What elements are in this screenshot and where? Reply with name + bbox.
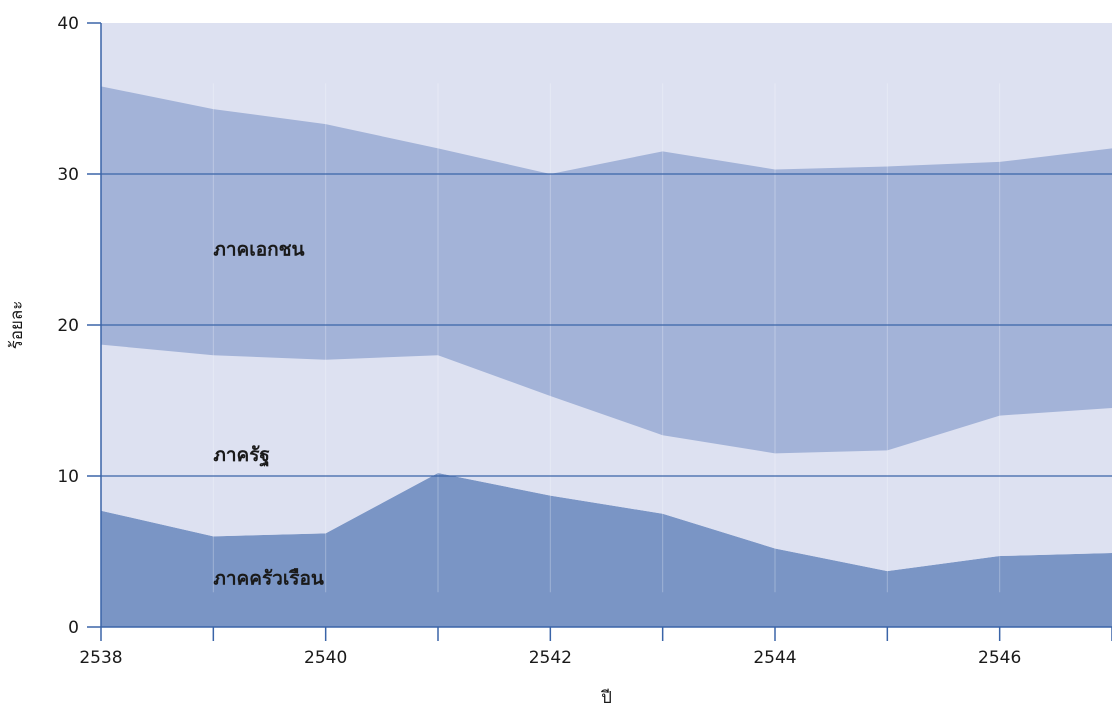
x-tick-label: 2546 (978, 648, 1021, 668)
y-tick-label: 10 (57, 467, 79, 487)
band-label-1: ภาคครัวเรือน (213, 568, 324, 590)
y-axis-ticks: 0 10 20 30 40 (57, 14, 101, 638)
x-axis-ticks: 2538 2540 2542 2544 2546 (79, 627, 1112, 668)
area-band-2 (101, 344, 1112, 572)
x-tick-label: 2544 (753, 648, 796, 668)
y-tick-label: 20 (57, 316, 79, 336)
y-tick-label: 0 (68, 618, 79, 638)
x-tick-label: 2540 (304, 648, 347, 668)
x-tick-label: 2538 (79, 648, 122, 668)
area-band-1 (101, 472, 1112, 627)
y-tick-label: 40 (57, 14, 79, 34)
y-tick-label: 30 (57, 165, 79, 185)
y-axis-title: ร้อยละ (7, 301, 27, 350)
x-tick-label: 2542 (529, 648, 572, 668)
band-label-2: ภาครัฐ (213, 444, 270, 468)
band-labels: ภาคครัวเรือน ภาครัฐ ภาคเอกชน (213, 239, 324, 590)
area-band-3 (101, 86, 1112, 454)
area-layers (101, 86, 1112, 627)
horizontal-gridlines (101, 173, 1112, 477)
x-axis-title: ปี (600, 688, 612, 708)
band-label-3: ภาคเอกชน (213, 239, 304, 261)
vertical-gridlines (212, 83, 1001, 593)
